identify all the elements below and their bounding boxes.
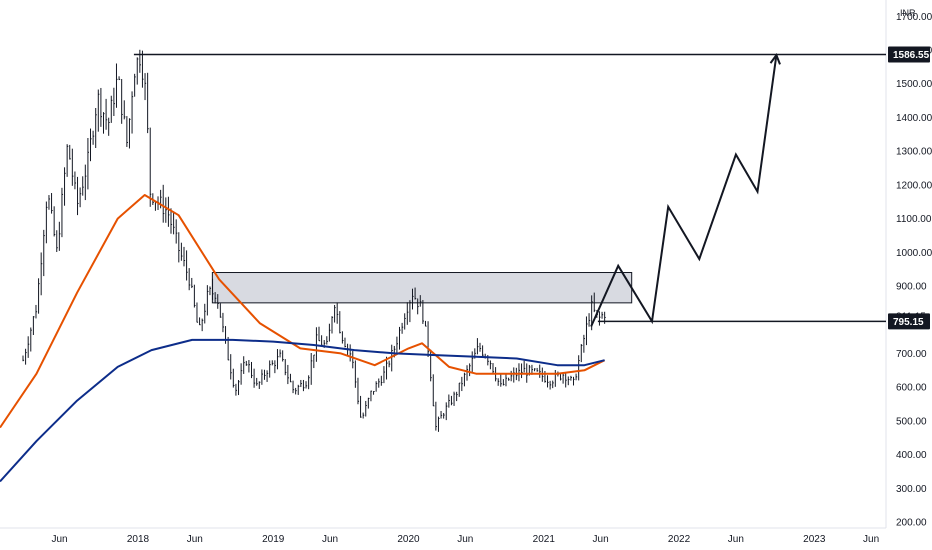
y-tick-label: 1700.00: [896, 12, 932, 23]
x-tick-label: 2022: [668, 534, 691, 545]
moving-average-line-2[interactable]: [0, 338, 605, 483]
x-tick-label: 2023: [803, 534, 826, 545]
y-tick-label: 700.00: [896, 349, 927, 360]
y-tick-label: 1000.00: [896, 248, 932, 259]
x-tick-label: Jun: [187, 534, 203, 545]
y-tick-label: 400.00: [896, 450, 927, 461]
y-tick-label: 1400.00: [896, 113, 932, 124]
x-tick-label: Jun: [51, 534, 67, 545]
level-badge-label: 1586.55: [893, 50, 930, 61]
plot-background: [0, 0, 886, 528]
x-tick-label: 2019: [262, 534, 285, 545]
x-tick-label: 2020: [397, 534, 420, 545]
level-badge-1: 1586.55: [888, 46, 930, 63]
projection-path[interactable]: [590, 54, 778, 327]
x-tick-label: Jun: [593, 534, 609, 545]
x-tick-label: Jun: [728, 534, 744, 545]
y-tick-label: 1500.00: [896, 79, 932, 90]
x-tick-label: Jun: [863, 534, 879, 545]
x-tick-label: Jun: [322, 534, 338, 545]
y-tick-label: 500.00: [896, 416, 927, 427]
y-tick-label: 600.00: [896, 383, 927, 394]
level-badge-background: [888, 313, 930, 330]
level-badge-2: 795.15: [888, 313, 930, 330]
x-tick-label: 2018: [127, 534, 150, 545]
moving-average-line-1[interactable]: [0, 194, 606, 429]
y-tick-label: 1200.00: [896, 180, 932, 191]
y-tick-label: 1100.00: [896, 214, 932, 225]
level-badge-background: [888, 46, 930, 63]
x-tick-label: 2021: [533, 534, 556, 545]
resistance-zone[interactable]: [211, 272, 633, 304]
y-tick-label: 900.00: [896, 282, 927, 293]
x-tick-label: Jun: [457, 534, 473, 545]
y-tick-label: 300.00: [896, 484, 927, 495]
level-badge-label: 795.15: [893, 317, 924, 328]
currency-label: INR: [900, 8, 916, 18]
y-tick-label: 200.00: [896, 518, 927, 529]
projection-arrowhead: [769, 53, 781, 65]
y-tick-label: 1300.00: [896, 147, 932, 158]
